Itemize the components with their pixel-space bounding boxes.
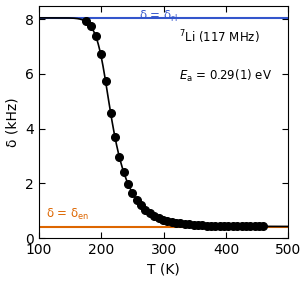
X-axis label: T (K): T (K) [147, 263, 180, 276]
Text: $E_{\mathrm{a}}$ = 0.29(1) eV: $E_{\mathrm{a}}$ = 0.29(1) eV [179, 68, 271, 84]
Text: δ = δ$_{\mathrm{rl}}$: δ = δ$_{\mathrm{rl}}$ [139, 8, 177, 24]
Y-axis label: δ (kHz): δ (kHz) [6, 97, 20, 147]
Text: $^{7}$Li (117 MHz): $^{7}$Li (117 MHz) [179, 29, 259, 47]
Text: δ = δ$_{\mathrm{en}}$: δ = δ$_{\mathrm{en}}$ [46, 207, 90, 222]
